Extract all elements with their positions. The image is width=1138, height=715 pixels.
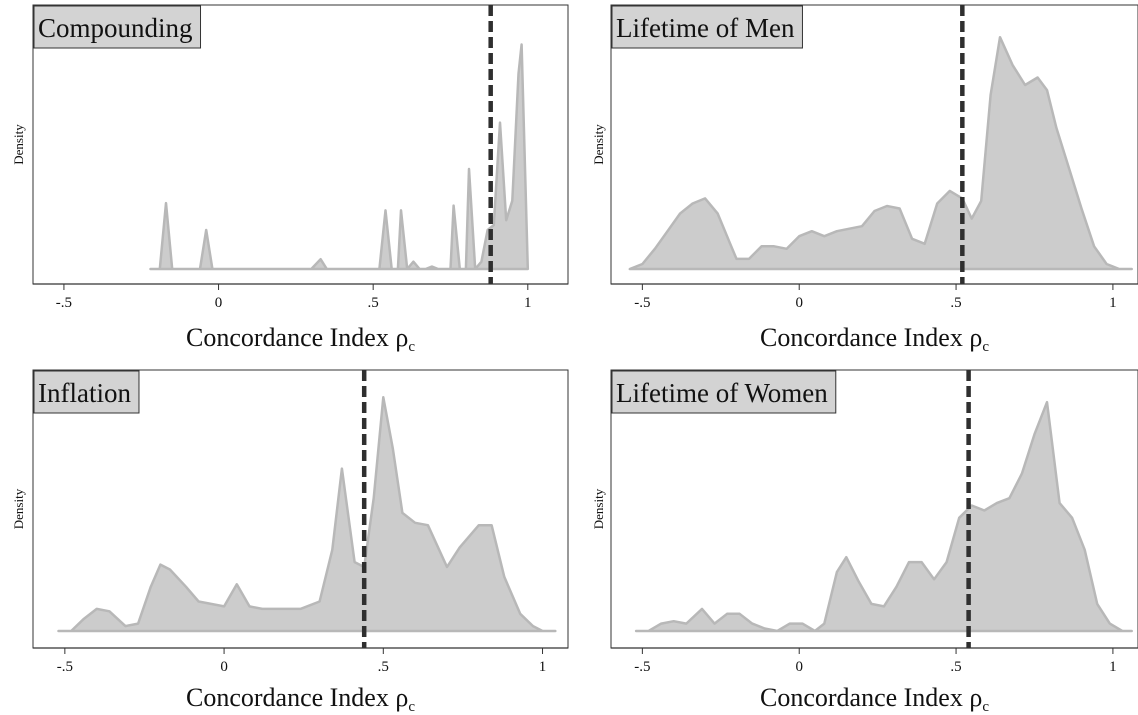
panel-3-x-tick-label: 1 bbox=[539, 659, 547, 675]
panel-2-title-box: Lifetime of Men bbox=[611, 5, 803, 49]
panel-4-x-tick-label: 0 bbox=[795, 659, 803, 675]
panel-4-x-tick-label: .5 bbox=[950, 659, 961, 675]
panel-2-x-axis-label-subscript: c bbox=[982, 339, 989, 355]
panel-3: -.5 0 .5 1 Density Concordance Index ρc Inflat… bbox=[11, 369, 569, 715]
panel-4-x-tick-label: 1 bbox=[1109, 659, 1117, 675]
panel-4-x-axis-label-subscript: c bbox=[982, 699, 989, 715]
panel-3-title: Inflation bbox=[38, 378, 131, 408]
panel-2-title-background bbox=[611, 5, 803, 49]
panel-3-x-axis-label-subscript: c bbox=[408, 699, 415, 715]
panel-2-y-axis-label: Density bbox=[591, 124, 606, 165]
panel-1-x-axis-label: Concordance Index ρc bbox=[186, 323, 415, 355]
panel-1-plot-frame bbox=[32, 4, 569, 285]
panel-1-y-axis-label: Density bbox=[11, 124, 26, 165]
panel-4-y-axis-label: Density bbox=[591, 488, 606, 529]
panel-2-x-tick-label: -.5 bbox=[634, 295, 650, 311]
panel-2-x-tick-label: 0 bbox=[795, 295, 803, 311]
panel-4-title-background bbox=[611, 370, 837, 414]
panel-3-density-area bbox=[57, 396, 557, 633]
panel-2-x-axis-label-main: Concordance Index ρ bbox=[760, 323, 982, 352]
panel-3-title-box: Inflation bbox=[33, 370, 140, 414]
panel-2-density-area bbox=[628, 35, 1133, 271]
panel-4-title-box: Lifetime of Women bbox=[611, 370, 837, 414]
panel-3-x-tick-label: .5 bbox=[378, 659, 389, 675]
panel-2-x-axis-label: Concordance Index ρc bbox=[760, 323, 989, 355]
panel-2: -.5 0 .5 1 Density Concordance Index ρc Lifeti… bbox=[591, 4, 1138, 355]
panel-1-x-tick-label: -.5 bbox=[56, 295, 72, 311]
panel-1-x-axis-label-main: Concordance Index ρ bbox=[186, 323, 408, 352]
panel-1-x-tick-label: .5 bbox=[368, 295, 379, 311]
panel-4-title: Lifetime of Women bbox=[616, 378, 828, 408]
panel-3-title-background bbox=[33, 370, 140, 414]
panel-2-x-tick-label: .5 bbox=[950, 295, 961, 311]
panel-4-x-tick-label: -.5 bbox=[634, 659, 650, 675]
panel-3-x-axis-label-main: Concordance Index ρ bbox=[186, 683, 408, 712]
panel-1-x-axis-label-subscript: c bbox=[408, 339, 415, 355]
panel-1-x-tick-label: 1 bbox=[524, 295, 532, 311]
panel-1-title: Compounding bbox=[38, 13, 193, 43]
panel-1-title-box: Compounding bbox=[33, 5, 202, 49]
panel-1: -.5 0 .5 1 Density Concordance Index ρc Compou… bbox=[11, 4, 569, 355]
panel-1-title-background bbox=[33, 5, 202, 49]
panel-1-x-tick-label: 0 bbox=[215, 295, 223, 311]
panel-4-density-area bbox=[634, 400, 1133, 633]
panel-4-x-axis-label-main: Concordance Index ρ bbox=[760, 683, 982, 712]
panel-4: -.5 0 .5 1 Density Concordance Index ρc Lifeti… bbox=[591, 369, 1138, 715]
panel-3-x-tick-label: -.5 bbox=[57, 659, 73, 675]
panel-2-x-tick-label: 1 bbox=[1109, 295, 1117, 311]
panel-4-x-axis-label: Concordance Index ρc bbox=[760, 683, 989, 715]
panel-3-x-axis-label: Concordance Index ρc bbox=[186, 683, 415, 715]
panel-3-y-axis-label: Density bbox=[11, 488, 26, 529]
panel-3-x-tick-label: 0 bbox=[220, 659, 228, 675]
panel-2-title: Lifetime of Men bbox=[616, 13, 795, 43]
